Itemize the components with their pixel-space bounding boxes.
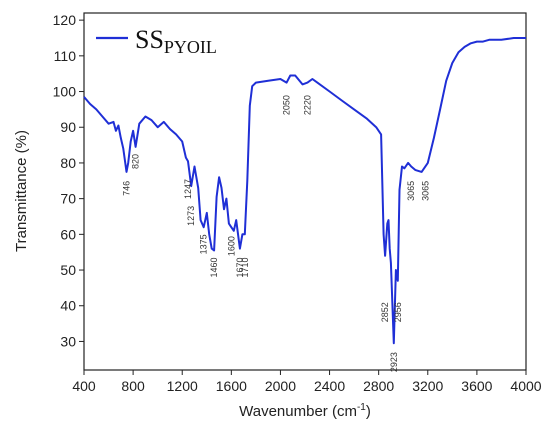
x-axis-title: Wavenumber (cm-1) [239,402,371,420]
legend: SSPYOIL [96,25,217,57]
y-axis-title: Transmittance (%) [13,130,30,252]
peak-label: 2852 [380,302,390,322]
y-tick-label: 90 [60,119,76,135]
x-tick-label: 2800 [363,378,394,394]
y-tick-label: 100 [53,84,77,100]
y-tick-label: 80 [60,155,76,171]
peak-label: 2050 [282,95,292,115]
plot-frame [83,12,527,371]
y-tick-label: 30 [60,333,76,349]
x-tick-label: 2000 [265,378,296,394]
peak-label: 1600 [226,236,236,256]
x-axis-title-main: Wavenumber (cm [239,403,357,420]
peak-label: 3065 [406,181,416,201]
peak-label: 1710 [240,258,250,278]
y-tick-label: 40 [60,298,76,314]
y-tick-label: 60 [60,226,76,242]
y-tick-label: 70 [60,191,76,207]
peak-label: 746 [122,181,132,196]
x-axis-ticks: 400 800 1200 1600 2000 2400 2800 3200 3600 4000 [72,370,542,394]
peak-label: 1670 [235,258,245,278]
y-tick-label: 120 [53,12,77,28]
peak-label: 820 [131,154,141,169]
x-tick-label: 2400 [314,378,345,394]
x-axis-title-close: ) [366,403,371,420]
legend-label-main: SS [135,25,164,54]
legend-label: SSPYOIL [135,25,217,57]
x-tick-label: 3200 [412,378,443,394]
y-tick-label: 110 [54,48,77,64]
x-tick-label: 800 [121,378,145,394]
peak-label: 1273 [186,206,196,226]
x-tick-label: 4000 [510,378,541,394]
y-tick-label: 50 [60,262,76,278]
peak-label: 1460 [209,258,219,278]
y-axis-ticks: 30 40 50 60 70 80 90 100 110 120 [53,12,84,349]
x-tick-label: 1600 [216,378,247,394]
peak-label: 1375 [199,234,209,254]
x-tick-label: 1200 [167,378,198,394]
legend-label-sub: PYOIL [164,37,217,57]
peak-label: 2956 [393,302,403,322]
peak-label: 1247 [183,179,193,199]
peak-label: 2220 [303,95,313,115]
x-axis-title-sup: -1 [357,402,366,413]
series-line [83,37,526,345]
x-tick-label: 400 [72,378,96,394]
x-tick-label: 3600 [461,378,492,394]
peak-label: 3065 [420,181,430,201]
peak-label: 2923 [389,352,399,372]
